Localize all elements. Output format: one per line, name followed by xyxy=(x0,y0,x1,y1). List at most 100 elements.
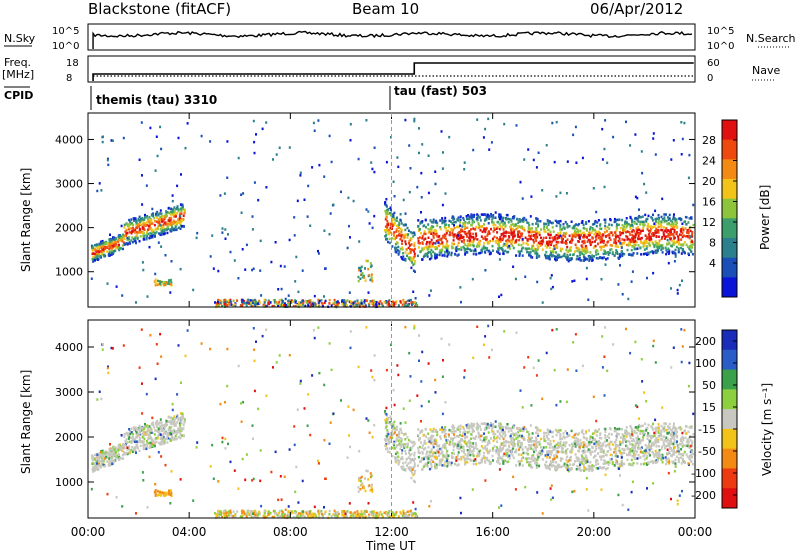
echo-cell xyxy=(650,238,652,241)
echo-cell xyxy=(253,141,255,144)
echo-cell xyxy=(684,227,686,230)
echo-cell xyxy=(658,435,660,438)
echo-cell xyxy=(164,221,166,224)
echo-cell xyxy=(177,427,179,430)
echo-cell xyxy=(441,426,443,429)
echo-cell xyxy=(240,194,242,197)
echo-cell xyxy=(609,237,611,240)
echo-cell xyxy=(411,471,413,474)
echo-cell xyxy=(408,439,410,442)
echo-cell xyxy=(154,445,156,448)
echo-cell xyxy=(516,218,518,221)
echo-cell xyxy=(166,232,168,235)
echo-cell xyxy=(371,276,373,279)
echo-cell xyxy=(583,227,585,230)
echo-cell xyxy=(356,304,358,307)
echo-cell xyxy=(457,219,459,222)
echo-cell xyxy=(480,226,482,229)
echo-cell xyxy=(412,445,414,448)
echo-cell xyxy=(508,445,510,448)
echo-cell xyxy=(363,276,365,279)
echo-cell xyxy=(683,235,685,238)
echo-cell xyxy=(565,221,567,224)
echo-cell xyxy=(477,242,479,245)
echo-cell xyxy=(576,246,578,249)
echo-cell xyxy=(607,234,609,237)
echo-cell xyxy=(100,250,102,253)
echo-cell xyxy=(635,244,637,247)
echo-cell xyxy=(686,235,688,238)
echo-cell xyxy=(381,302,383,305)
echo-cell xyxy=(507,218,509,221)
echo-cell xyxy=(107,159,109,162)
echo-cell xyxy=(514,235,516,238)
echo-cell xyxy=(407,227,409,230)
echo-cell xyxy=(619,264,621,267)
echo-cell xyxy=(644,214,646,217)
echo-cell xyxy=(535,222,537,225)
echo-cell xyxy=(538,465,540,468)
echo-cell xyxy=(434,233,436,236)
echo-cell xyxy=(157,221,159,224)
echo-cell xyxy=(398,221,400,224)
echo-cell xyxy=(458,216,460,219)
echo-cell xyxy=(667,233,669,236)
echo-cell xyxy=(528,251,530,254)
echo-cell xyxy=(254,152,256,155)
echo-cell xyxy=(512,228,514,231)
echo-cell xyxy=(451,247,453,250)
echo-cell xyxy=(375,301,377,304)
echo-cell xyxy=(692,224,694,227)
echo-cell xyxy=(343,299,345,302)
echo-cell xyxy=(580,234,582,237)
echo-cell xyxy=(108,254,110,256)
echo-cell xyxy=(470,250,472,253)
echo-cell xyxy=(520,244,522,247)
echo-cell xyxy=(394,431,396,434)
echo-cell xyxy=(665,253,667,256)
echo-cell xyxy=(647,252,649,255)
echo-cell xyxy=(467,457,469,460)
echo-cell xyxy=(546,227,548,230)
echo-cell xyxy=(550,277,552,280)
echo-cell xyxy=(642,230,644,233)
echo-cell xyxy=(468,230,470,233)
echo-cell xyxy=(310,304,312,307)
echo-cell xyxy=(640,230,642,233)
echo-cell xyxy=(658,214,660,217)
echo-cell xyxy=(181,219,183,222)
echo-cell xyxy=(155,280,157,283)
echo-cell xyxy=(641,172,643,175)
echo-cell xyxy=(649,231,651,234)
echo-cell xyxy=(103,465,105,468)
echo-cell xyxy=(209,140,211,143)
date-title: 06/Apr/2012 xyxy=(590,0,683,18)
echo-cell xyxy=(626,236,628,239)
echo-cell xyxy=(108,238,110,241)
echo-cell xyxy=(481,459,483,462)
echo-cell xyxy=(431,448,433,451)
echo-cell xyxy=(528,433,530,436)
echo-cell xyxy=(424,238,426,241)
echo-cell xyxy=(399,442,401,445)
echo-cell xyxy=(692,253,694,256)
echo-cell xyxy=(464,232,466,235)
echo-cell xyxy=(569,444,571,447)
echo-cell xyxy=(681,252,683,255)
echo-cell xyxy=(119,247,121,250)
echo-cell xyxy=(533,159,535,162)
echo-cell xyxy=(624,438,626,441)
echo-cell xyxy=(488,148,490,151)
echo-cell xyxy=(106,460,108,463)
echo-cell xyxy=(536,229,538,232)
echo-cell xyxy=(375,303,377,306)
echo-cell xyxy=(678,249,680,252)
echo-cell xyxy=(583,234,585,237)
echo-cell xyxy=(577,457,579,460)
echo-cell xyxy=(92,459,94,462)
echo-cell xyxy=(418,246,420,249)
echo-cell xyxy=(484,128,486,131)
echo-cell xyxy=(672,218,674,221)
echo-cell xyxy=(430,289,432,292)
echo-cell xyxy=(230,300,232,303)
